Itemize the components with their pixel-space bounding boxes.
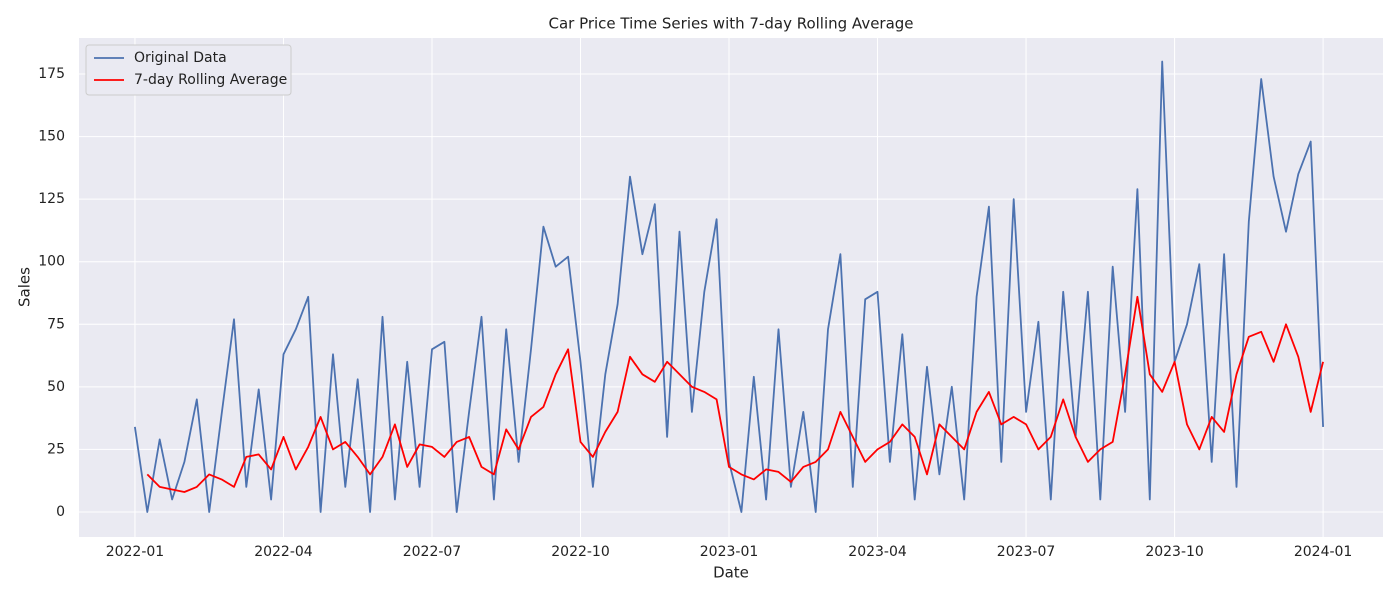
y-tick-label: 125 — [38, 191, 65, 207]
chart-title: Car Price Time Series with 7-day Rolling… — [548, 15, 913, 33]
x-tick-label: 2023-01 — [700, 544, 759, 560]
x-tick-label: 2023-10 — [1145, 544, 1204, 560]
y-tick-label: 50 — [47, 379, 65, 395]
y-axis-label: Sales — [16, 267, 34, 307]
legend-box — [85, 44, 292, 96]
series-line — [146, 295, 1324, 493]
y-tick-label: 150 — [38, 129, 65, 145]
x-tick-label: 2022-04 — [254, 544, 313, 560]
x-tick-label: 2022-01 — [106, 544, 165, 560]
x-tick-label: 2022-10 — [551, 544, 610, 560]
y-tick-label: 75 — [47, 316, 65, 332]
x-tick-label: 2023-04 — [848, 544, 907, 560]
legend-label: 7-day Rolling Average — [134, 72, 287, 88]
y-tick-label: 0 — [56, 504, 65, 520]
x-tick-label: 2022-07 — [403, 544, 462, 560]
y-tick-label: 175 — [38, 66, 65, 82]
y-tick-label: 100 — [38, 254, 65, 270]
series-line — [134, 60, 1324, 513]
legend-label: Original Data — [134, 50, 227, 66]
x-axis-label: Date — [713, 564, 749, 582]
x-tick-label: 2024-01 — [1294, 544, 1353, 560]
plot-area — [79, 38, 1383, 537]
y-tick-label: 25 — [47, 441, 65, 457]
x-tick-label: 2023-07 — [997, 544, 1056, 560]
